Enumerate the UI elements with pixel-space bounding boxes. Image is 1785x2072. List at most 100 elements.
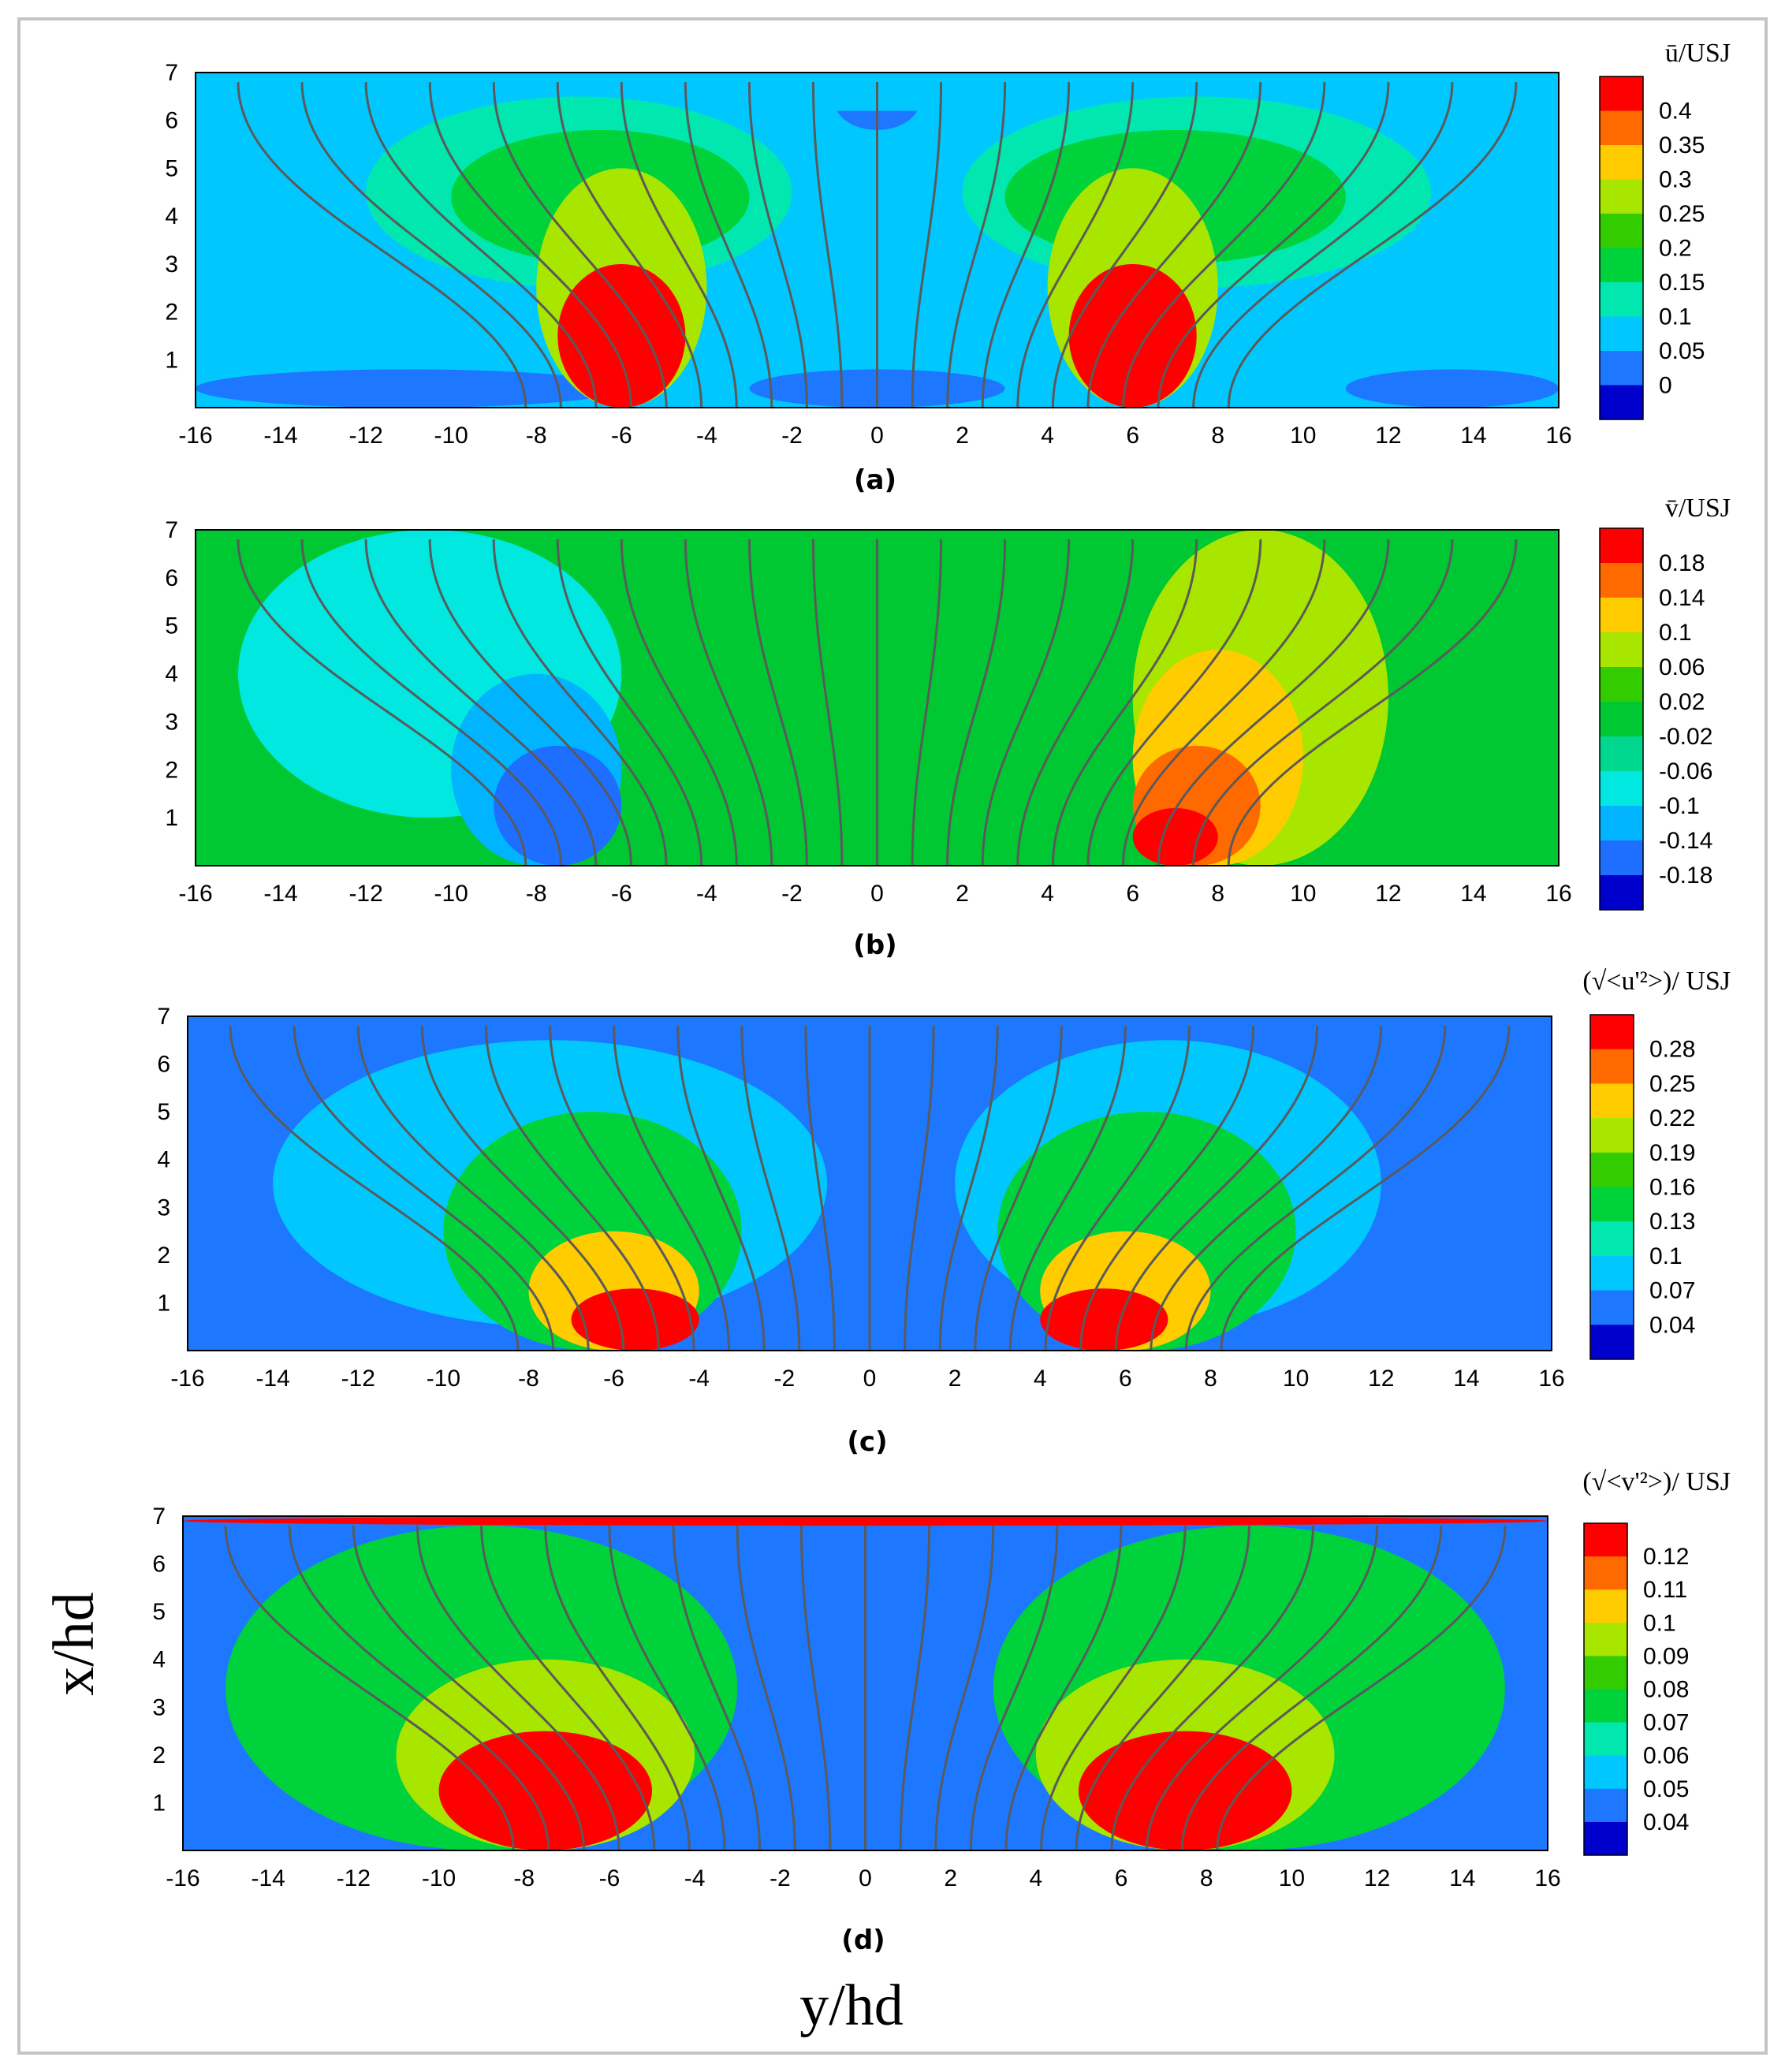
x-tick-label: -6	[611, 423, 632, 449]
streamline	[747, 539, 808, 866]
streamline	[1150, 1026, 1383, 1351]
colorbar: 0.18 0.14 0.1 0.06 0.02 -0.02 -0.06 -0.1 -0.14 -0…	[1599, 527, 1712, 911]
streamline	[676, 1026, 766, 1351]
streamline	[428, 539, 632, 866]
y-tick-label: 4	[165, 203, 178, 229]
x-tick-label: -10	[434, 881, 468, 907]
contour-region-13	[1068, 263, 1197, 408]
streamline	[549, 1026, 695, 1351]
colorbar-tick-label: 0.04	[1643, 1809, 1689, 1835]
streamline	[492, 539, 668, 866]
colorbar-tick-label: 0.16	[1649, 1175, 1695, 1201]
plot-frame	[195, 529, 1560, 866]
colorbar-swatch	[1600, 282, 1643, 317]
x-tick-label: 10	[1279, 1865, 1305, 1891]
y-tick-label: 6	[157, 1052, 170, 1078]
streamline	[1180, 1526, 1443, 1850]
y-tick-label: 1	[165, 805, 178, 831]
y-tick-label: 2	[165, 300, 178, 326]
colorbar: 0.28 0.25 0.22 0.19 0.16 0.13 0.1 0.07 0.04	[1589, 1014, 1695, 1360]
streamline	[1004, 1526, 1123, 1850]
streamline	[946, 82, 1007, 408]
streamline	[934, 1526, 995, 1850]
streamline	[938, 1026, 999, 1351]
y-tick-label: 7	[152, 1504, 166, 1530]
colorbar: 0.12 0.11 0.1 0.09 0.08 0.07 0.06 0.05 0.04	[1583, 1522, 1689, 1856]
colorbar-swatch	[1590, 1325, 1634, 1360]
x-tick-label: 2	[956, 423, 969, 449]
colorbar-tick-label: 0.1	[1649, 1243, 1683, 1269]
colorbar-swatch	[1590, 1118, 1634, 1153]
streamline	[1114, 1026, 1319, 1351]
x-tick-label: 8	[1211, 881, 1224, 907]
streamline	[1192, 539, 1454, 866]
y-tick-label: 3	[152, 1694, 166, 1720]
x-tick-label: -12	[348, 881, 382, 907]
colorbar-swatch	[1584, 1689, 1627, 1724]
streamline	[799, 1526, 832, 1850]
x-tick-label: 16	[1534, 1865, 1560, 1891]
y-tick-label: 3	[165, 252, 178, 278]
y-tick-label: 2	[165, 757, 178, 783]
x-tick-label: -14	[263, 881, 297, 907]
contour-field	[188, 1016, 1552, 1351]
colorbar-swatch	[1590, 1049, 1634, 1084]
x-tick-label: 14	[1449, 1865, 1475, 1891]
y-tick-label: 4	[165, 661, 178, 688]
x-tick-label: -10	[434, 423, 468, 449]
colorbar-swatch	[1600, 316, 1643, 352]
streamline	[974, 1026, 1063, 1351]
streamline	[428, 82, 632, 408]
streamline	[747, 82, 808, 408]
y-tick-label: 3	[157, 1194, 170, 1220]
x-tick-label: -2	[781, 423, 803, 449]
y-tick-label: 2	[152, 1742, 166, 1768]
x-tick-label: 8	[1211, 423, 1224, 449]
x-tick-label: -2	[781, 881, 803, 907]
x-tick-label: 0	[870, 423, 884, 449]
colorbar-swatch	[1584, 1523, 1627, 1557]
x-tick-label: 4	[1041, 881, 1054, 907]
streamline	[1086, 539, 1262, 866]
streamline	[1146, 1526, 1379, 1850]
contour-field	[196, 530, 1559, 866]
streamline	[420, 1026, 625, 1351]
colorbar-swatch	[1590, 1255, 1634, 1291]
streamline	[1184, 1026, 1447, 1351]
streamline	[480, 1526, 656, 1850]
streamline	[736, 1526, 796, 1850]
plot-frame	[195, 72, 1560, 408]
colorbar-swatch	[1600, 145, 1643, 180]
x-tick-label: 14	[1460, 423, 1486, 449]
colorbar-tick-label: 0.06	[1643, 1743, 1689, 1769]
colorbar-swatch	[1600, 528, 1643, 564]
colorbar-swatch	[1590, 1152, 1634, 1187]
colorbar-swatch	[1600, 771, 1643, 807]
colorbar-swatch	[1600, 351, 1643, 386]
streamline	[740, 1026, 801, 1351]
colorbar-tick-label: -0.06	[1659, 758, 1712, 784]
colorbar: 0.4 0.35 0.3 0.25 0.2 0.15 0.1 0.05 0	[1599, 76, 1705, 420]
colorbar-swatch	[1584, 1722, 1627, 1757]
y-tick-label: 5	[165, 155, 178, 181]
panel-label: (d)	[841, 1925, 885, 1956]
x-tick-label: -6	[603, 1366, 624, 1392]
streamline	[293, 1026, 555, 1351]
x-tick-label: 4	[1030, 1865, 1043, 1891]
streamline	[1086, 82, 1262, 408]
x-tick-label: 16	[1545, 423, 1571, 449]
x-tick-label: 2	[944, 1865, 957, 1891]
colorbar-swatch	[1600, 598, 1643, 633]
plot-frame	[182, 1515, 1548, 1851]
x-tick-label: 2	[956, 881, 969, 907]
colorbar-swatch	[1600, 806, 1643, 841]
colorbar-swatch	[1590, 1187, 1634, 1222]
y-tick-label: 6	[165, 108, 178, 134]
colorbar-tick-label: 0.05	[1659, 338, 1705, 364]
y-tick-label: 4	[152, 1647, 166, 1673]
streamline	[288, 1526, 550, 1850]
streamline	[484, 1026, 660, 1351]
x-tick-label: 0	[863, 1366, 877, 1392]
colorbar-title: (√<u'²>)/ USJ	[1582, 967, 1731, 996]
contour-region-7	[1040, 1288, 1168, 1351]
